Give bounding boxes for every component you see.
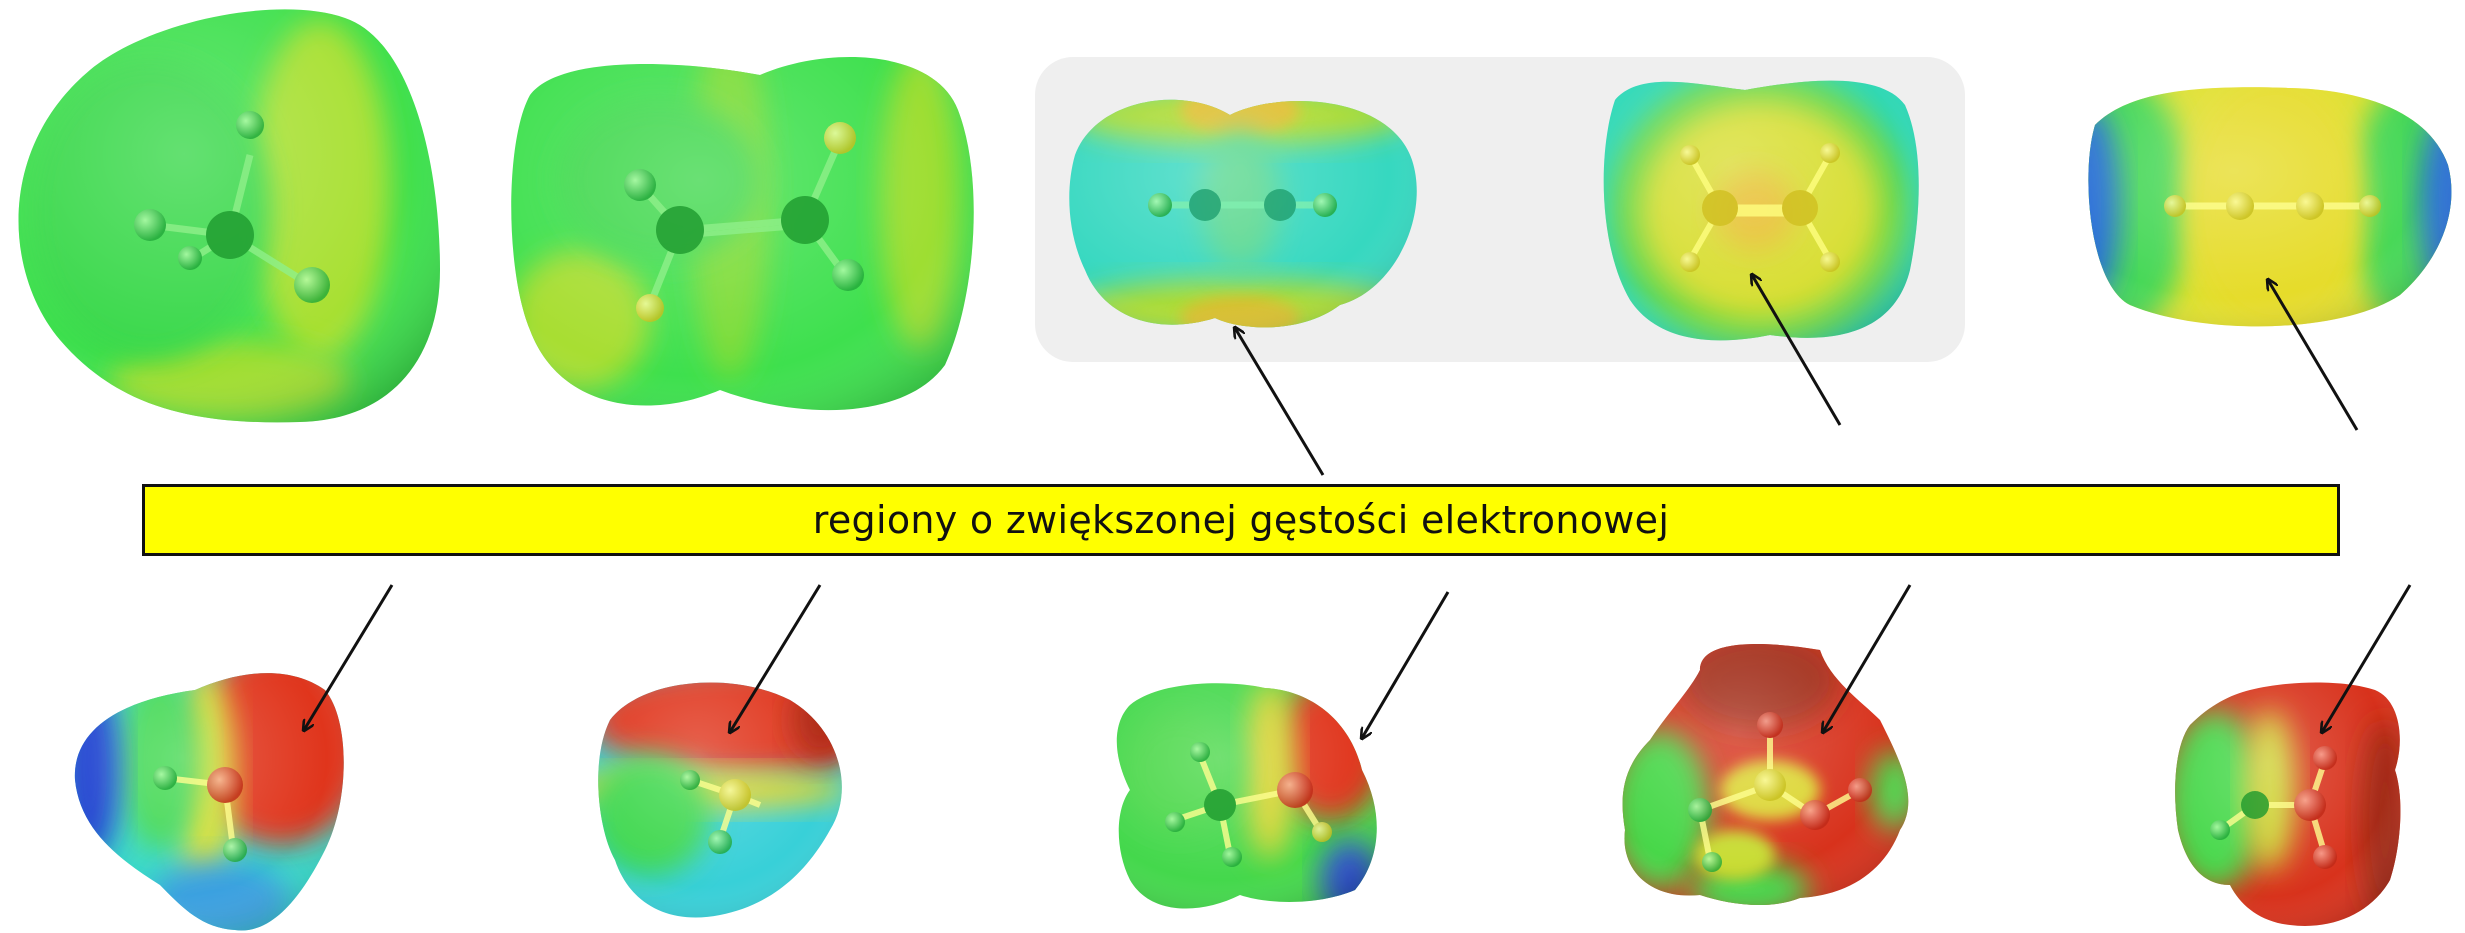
molecule-7 xyxy=(598,682,842,918)
arrow-bottom-9 xyxy=(1823,584,1912,732)
molecule-6 xyxy=(74,673,344,931)
electron-density-banner: regiony o zwiększonej gęstości elektrono… xyxy=(142,484,2340,556)
molecule-10 xyxy=(2175,682,2401,926)
arrow-bottom-10 xyxy=(2322,584,2412,732)
arrow-bottom-6 xyxy=(304,584,394,730)
arrow-bottom-8 xyxy=(1362,591,1450,738)
molecule-9 xyxy=(1622,644,1909,906)
molecule-2 xyxy=(511,57,974,411)
molecule-1 xyxy=(18,9,440,423)
arrow-top-4 xyxy=(1752,275,1842,426)
molecule-4 xyxy=(1603,80,1919,341)
molecule-8 xyxy=(1116,683,1377,909)
arrow-top-3 xyxy=(1235,328,1325,476)
arrows xyxy=(304,275,2412,738)
arrow-top-5 xyxy=(2268,280,2359,431)
banner-label: regiony o zwiększonej gęstości elektrono… xyxy=(812,498,1670,542)
molecule-5 xyxy=(2088,87,2452,327)
arrow-bottom-7 xyxy=(730,584,822,732)
